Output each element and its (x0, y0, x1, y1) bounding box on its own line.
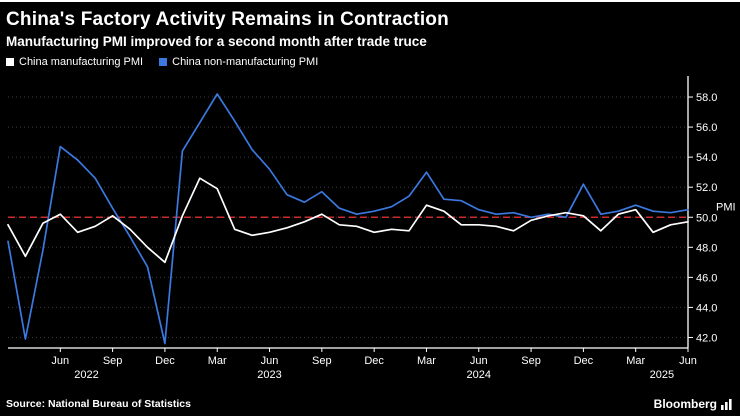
y-tick-label: 46.0 (696, 272, 717, 284)
x-tick-label: Sep (312, 355, 332, 367)
year-label: 2022 (74, 369, 98, 381)
x-tick-label: Sep (521, 355, 541, 367)
x-tick-label: Dec (364, 355, 384, 367)
x-tick-label: Jun (261, 355, 279, 367)
year-label: 2023 (257, 369, 281, 381)
y-tick-label: 52.0 (696, 182, 717, 194)
y-tick-label: 48.0 (696, 242, 717, 254)
legend-swatch-white-icon (6, 58, 14, 66)
legend-label-non-manufacturing: China non-manufacturing PMI (172, 56, 319, 68)
x-tick-label: Mar (626, 355, 645, 367)
y-axis-title: PMI (716, 202, 736, 214)
chart-subtitle: Manufacturing PMI improved for a second … (6, 34, 427, 49)
y-tick-label: 50.0 (696, 212, 717, 224)
year-label: 2024 (467, 369, 491, 381)
legend-swatch-blue-icon (159, 58, 168, 66)
x-tick-label: Sep (103, 355, 123, 367)
legend-label-manufacturing: China manufacturing PMI (19, 56, 144, 68)
bloomberg-logo: Bloomberg (654, 397, 732, 411)
x-tick-label: Jun (470, 355, 488, 367)
chart-title: China's Factory Activity Remains in Cont… (6, 9, 449, 30)
bloomberg-bars-icon (721, 398, 732, 410)
series-line-china-manufacturing-pmi (7, 177, 689, 264)
x-tick-label: Jun (51, 355, 69, 367)
legend-item-non-manufacturing: China non-manufacturing PMI (159, 56, 318, 68)
x-tick-label: Dec (155, 355, 175, 367)
x-tick-label: Jun (679, 355, 697, 367)
source-note: Source: National Bureau of Statistics (6, 398, 191, 410)
footer: Source: National Bureau of Statistics Bl… (0, 395, 740, 416)
y-tick-label: 44.0 (696, 302, 717, 314)
pmi-line-chart: 42.0 44.0 46.0 48.0 50.0 52.0 54.0 56.0 58.0 Jun S… (7, 76, 736, 381)
bloomberg-wordmark: Bloomberg (653, 397, 717, 411)
legend-item-manufacturing: China manufacturing PMI (6, 56, 143, 68)
x-tick-label: Mar (417, 355, 436, 367)
y-tick-label: 58.0 (696, 92, 717, 104)
y-tick-label: 54.0 (696, 152, 717, 164)
y-tick-label: 56.0 (696, 122, 717, 134)
year-label: 2025 (650, 369, 674, 381)
x-tick-label: Mar (208, 355, 227, 367)
y-tick-label: 42.0 (696, 332, 717, 344)
x-tick-label: Dec (574, 355, 594, 367)
legend: China manufacturing PMI China non-manufa… (0, 49, 740, 68)
